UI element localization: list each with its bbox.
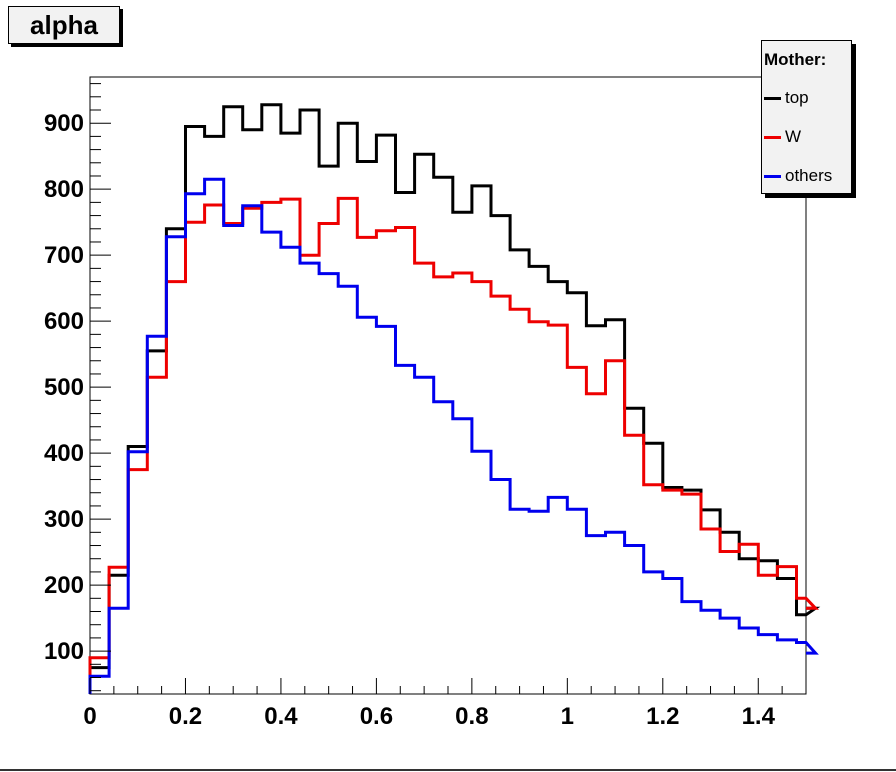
legend: Mother: top W others: [761, 40, 852, 194]
x-tick-label: 1.2: [646, 703, 679, 730]
x-tick-label: 1: [561, 703, 574, 730]
chart-title: alpha: [8, 6, 120, 44]
x-tick-label: 0.4: [264, 703, 298, 730]
x-tick-label: 1.4: [742, 703, 776, 730]
x-tick-label: 0.2: [169, 703, 202, 730]
x-tick-label: 0: [83, 703, 96, 730]
legend-label-others: others: [785, 166, 833, 185]
legend-header: Mother:: [764, 50, 827, 69]
y-tick-label: 600: [44, 308, 84, 335]
y-tick-label: 400: [44, 440, 84, 467]
series-line-w: [88, 196, 820, 694]
y-tick-label: 300: [44, 506, 84, 533]
y-tick-label: 500: [44, 374, 84, 401]
y-tick-label: 900: [44, 110, 84, 137]
legend-swatch-top: [764, 97, 781, 100]
axes: 0 0.2 0.4 0.6 0.8 1 1.2 1.4 100 200 300 400 500 600 70…: [44, 83, 807, 730]
histogram-series: [88, 103, 821, 694]
legend-label-top: top: [785, 88, 809, 107]
series-line-others: [88, 177, 819, 694]
x-tick-label: 0.6: [360, 703, 393, 730]
y-tick-label: 700: [44, 242, 84, 269]
x-tick-label: 0.8: [455, 703, 488, 730]
y-tick-label: 100: [44, 638, 84, 665]
legend-swatch-w: [764, 136, 781, 139]
y-tick-label: 200: [44, 572, 84, 599]
legend-label-w: W: [785, 127, 802, 146]
legend-swatch-others: [764, 175, 781, 178]
canvas-bottom-border: [0, 769, 896, 771]
y-tick-label: 800: [44, 176, 84, 203]
